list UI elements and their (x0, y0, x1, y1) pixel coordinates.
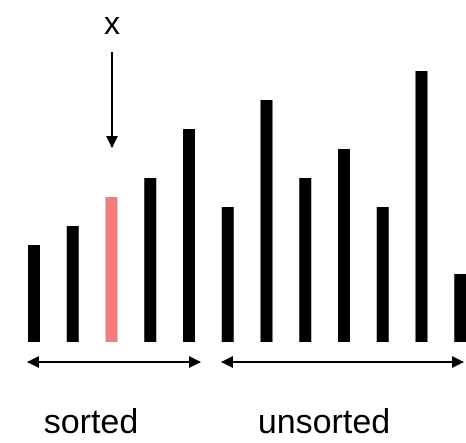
bar (376, 207, 389, 342)
unsorted-label: unsorted (258, 403, 390, 441)
bar (260, 100, 273, 342)
marker-label: x (104, 5, 120, 41)
bar (66, 226, 79, 342)
bar (144, 178, 157, 342)
bar (183, 129, 195, 342)
bar-highlighted (105, 197, 118, 342)
bar (415, 71, 428, 342)
bar (221, 207, 234, 342)
bars (28, 71, 466, 342)
bar (338, 149, 350, 342)
sorted-label: sorted (44, 403, 139, 441)
bar (454, 274, 466, 342)
bar (299, 178, 312, 342)
bar (28, 245, 40, 342)
